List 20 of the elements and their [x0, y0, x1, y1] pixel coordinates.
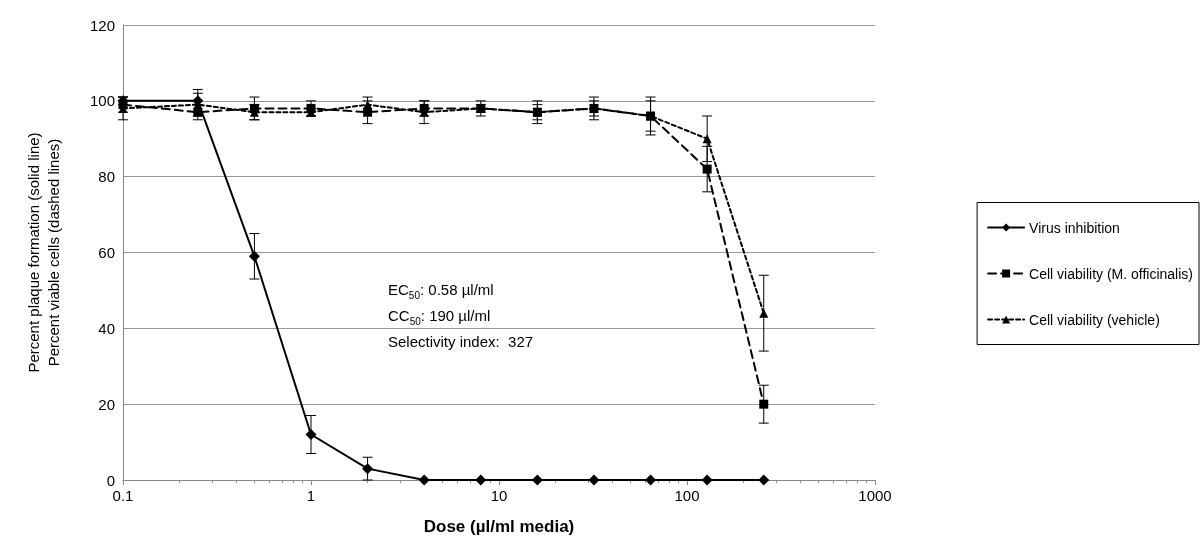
x-tick-label: 1 [306, 487, 316, 504]
annotation: EC$_{50}$: 0.58 µl/ml [388, 280, 495, 303]
y-tick-label: 40 [98, 319, 115, 337]
x-tick-label: 10 [490, 487, 508, 504]
y-tick-label: 100 [89, 92, 115, 110]
legend-label: Cell viability (M. officinalis) [1029, 265, 1194, 282]
annotation: Selectivity index: 327 [388, 332, 534, 352]
y-tick-label: 80 [98, 168, 115, 186]
y-tick-label: 20 [98, 395, 115, 413]
legend-label: Virus inhibition [1029, 219, 1120, 236]
x-axis-title: Dose (µl/ml media) [423, 517, 575, 536]
legend-label: Cell viability (vehicle) [1029, 311, 1160, 328]
y-tick-label: 0 [106, 471, 115, 489]
y-tick-label: 60 [98, 244, 115, 261]
x-tick-label: 100 [674, 487, 700, 504]
y-axis-title: Percent plaque formation (solid line) Percent viable cells (dashed lines) [24, 132, 62, 373]
x-tick-label: 1000 [858, 487, 892, 504]
y-tick-label: 120 [89, 16, 115, 34]
annotation: CC$_{50}$: 190 µl/ml [388, 306, 492, 329]
x-tick-label: 0.1 [112, 487, 134, 504]
